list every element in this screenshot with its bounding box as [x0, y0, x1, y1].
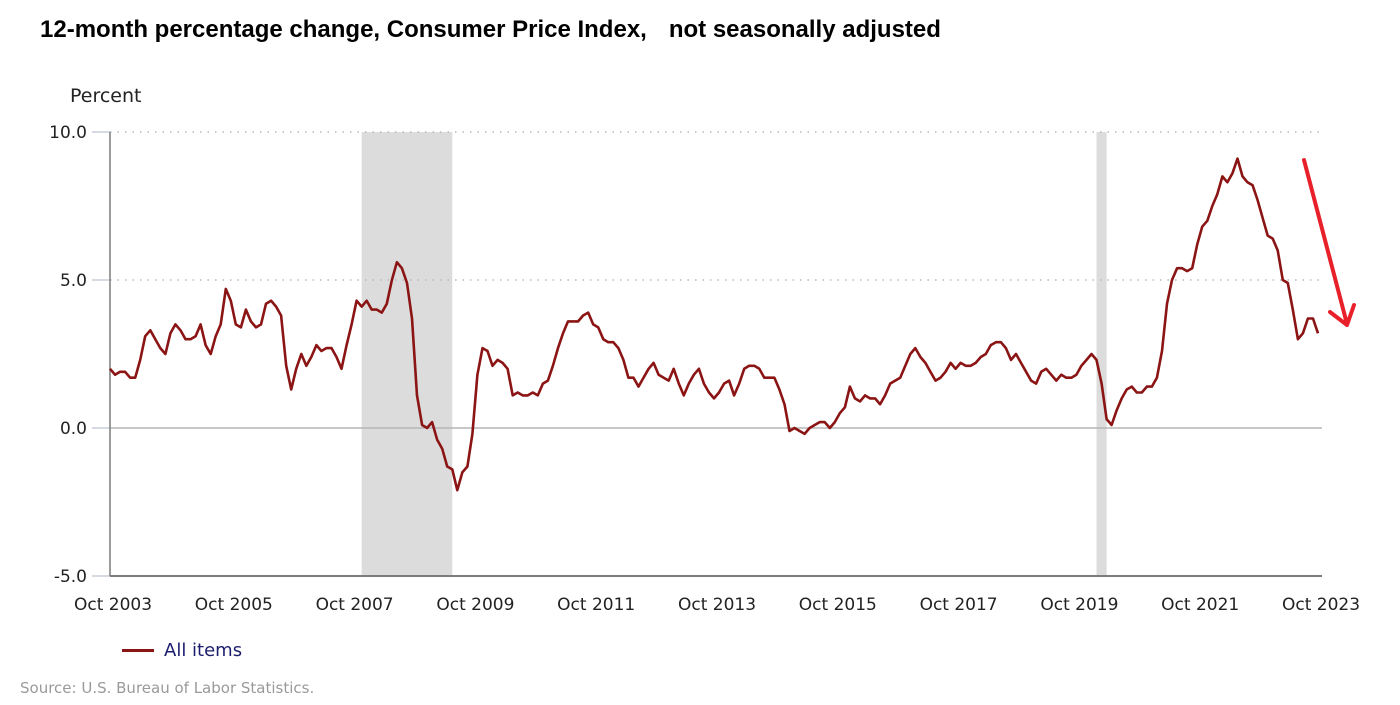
legend-swatch-all-items — [122, 649, 154, 652]
y-tick-label: 5.0 — [60, 271, 87, 291]
series-line-all-items — [109, 157, 1320, 492]
y-tick-label: -5.0 — [54, 567, 87, 587]
gridlines-group — [92, 131, 1322, 577]
chart-subtitle: not seasonally adjusted — [668, 16, 941, 43]
annotation-arrow-head — [1328, 303, 1356, 327]
annotation-arrow-shaft — [1302, 158, 1349, 326]
series-group — [109, 157, 1320, 492]
x-tick-label: Oct 2003 — [74, 595, 152, 615]
y-tick-label: 0.0 — [60, 419, 87, 439]
y-tick-labels: 10.0 5.0 0.0 -5.0 — [49, 123, 87, 587]
x-tick-label: Oct 2021 — [1161, 595, 1239, 615]
x-tick-label: Oct 2015 — [799, 595, 877, 615]
x-tick-label: Oct 2017 — [920, 595, 998, 615]
chart-title: 12-month percentage change, Consumer Pri… — [40, 16, 941, 44]
y-tick-label: 10.0 — [49, 123, 87, 143]
recession-shading-group — [361, 132, 1107, 576]
x-tick-label: Oct 2007 — [316, 595, 394, 615]
recession-band-2 — [1096, 132, 1107, 576]
x-tick-label: Oct 2011 — [557, 595, 635, 615]
x-tick-label: Oct 2005 — [195, 595, 273, 615]
annotation-group — [1302, 158, 1356, 327]
source-note: Source: U.S. Bureau of Labor Statistics. — [20, 679, 315, 697]
x-tick-label: Oct 2019 — [1040, 595, 1118, 615]
legend-label-all-items: All items — [164, 640, 243, 661]
legend: All items — [122, 640, 242, 661]
recession-band-1 — [361, 132, 453, 576]
y-axis-label: Percent — [70, 85, 142, 107]
x-tick-label: Oct 2009 — [436, 595, 514, 615]
x-tick-labels: Oct 2003 Oct 2005 Oct 2007 Oct 2009 Oct 2011… — [74, 595, 1360, 615]
x-tick-label: Oct 2013 — [678, 595, 756, 615]
chart-title-main: 12-month percentage change, Consumer Pri… — [40, 16, 647, 43]
axes-group — [109, 132, 1322, 577]
x-tick-label: Oct 2023 — [1282, 595, 1360, 615]
